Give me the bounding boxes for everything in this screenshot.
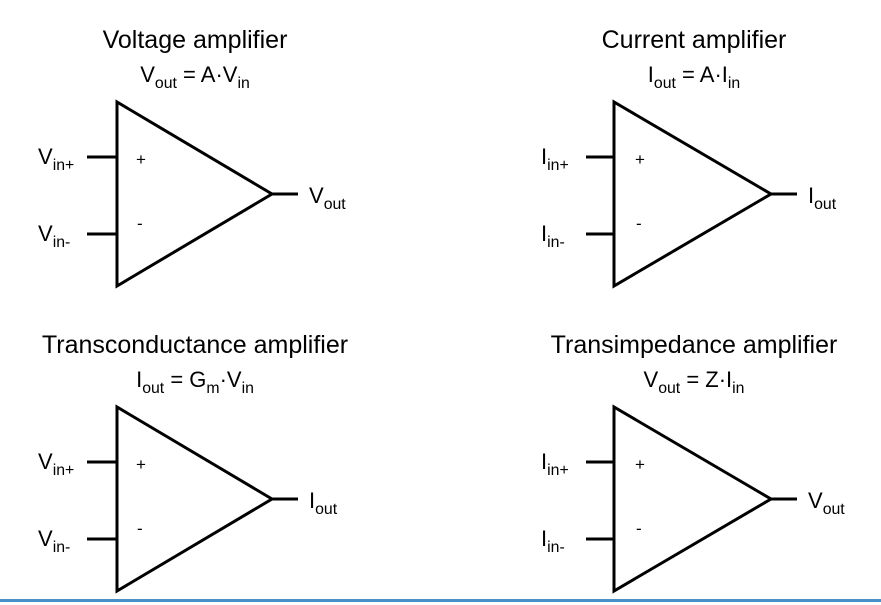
input-minus-label: Vin- [38, 526, 71, 557]
panel-title: Transconductance amplifier [41, 331, 349, 359]
panel-title: Transimpedance amplifier [550, 331, 838, 359]
transfer-formula: Vout = A·Vin [140, 62, 250, 93]
output-label: Iout [309, 488, 338, 519]
voltage-amplifier-panel: Voltage amplifier Vout = A·Vin Vin+ Vin-… [0, 0, 440, 300]
current-amplifier-panel: Current amplifier Iout = A·Iin Iin+ Iin-… [440, 0, 880, 300]
bottom-accent-rule [0, 599, 881, 602]
input-plus-label: Vin+ [38, 144, 75, 175]
transfer-formula: Iout = A·Iin [647, 62, 741, 93]
minus-terminal-sign: - [137, 519, 143, 538]
output-label: Vout [309, 183, 346, 214]
input-minus-label: Iin- [541, 221, 565, 252]
plus-terminal-sign: + [136, 455, 146, 474]
output-label: Iout [808, 183, 837, 214]
opamp-triangle [612, 404, 774, 594]
transconductance-amplifier-panel: Transconductance amplifier Iout = Gm·Vin… [0, 305, 440, 605]
opamp-triangle [612, 99, 774, 289]
minus-terminal-sign: - [137, 214, 143, 233]
minus-terminal-sign: - [636, 519, 642, 538]
minus-terminal-sign: - [636, 214, 642, 233]
output-label: Vout [808, 488, 845, 519]
plus-terminal-sign: + [635, 150, 645, 169]
opamp-triangle [115, 404, 275, 594]
transfer-formula: Vout = Z·Iin [643, 367, 745, 398]
opamp-triangle [115, 99, 275, 289]
input-plus-label: Iin+ [541, 449, 569, 480]
plus-terminal-sign: + [136, 150, 146, 169]
input-minus-label: Vin- [38, 221, 71, 252]
input-plus-label: Vin+ [38, 449, 75, 480]
input-minus-label: Iin- [541, 526, 565, 557]
input-plus-label: Iin+ [541, 144, 569, 175]
transimpedance-amplifier-symbol [586, 404, 797, 594]
current-amplifier-symbol [586, 99, 797, 289]
transimpedance-amplifier-panel: Transimpedance amplifier Vout = Z·Iin Ii… [440, 305, 880, 605]
panel-title: Current amplifier [601, 26, 787, 54]
plus-terminal-sign: + [635, 455, 645, 474]
voltage-amplifier-symbol [87, 99, 298, 289]
transconductance-amplifier-symbol [87, 404, 298, 594]
transfer-formula: Iout = Gm·Vin [136, 367, 254, 398]
panel-title: Voltage amplifier [102, 26, 288, 54]
